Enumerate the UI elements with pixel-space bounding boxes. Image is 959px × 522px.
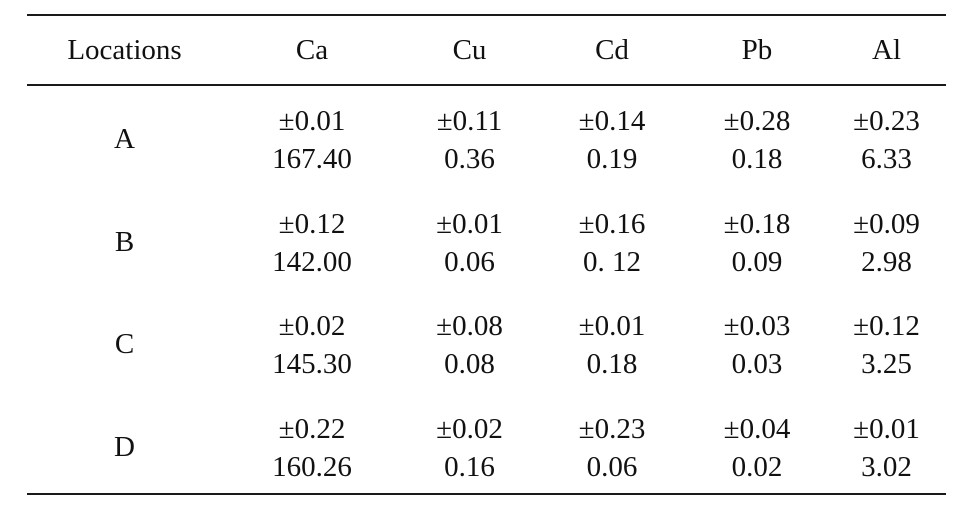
header-cd: Cd [595, 33, 629, 66]
value-cell: ±0.01 0.06 [402, 205, 537, 281]
value-cell: ±0.23 0.06 [537, 410, 687, 486]
value-cell: ±0.14 0.19 [537, 102, 687, 178]
mean-value: 0.16 [444, 450, 495, 483]
mean-value: 2.98 [861, 245, 912, 278]
sd-value: ±0.28 [723, 105, 791, 137]
header-cu: Cu [452, 33, 487, 66]
value-cell: ±0.11 0.36 [402, 102, 537, 178]
sd-value: ±0.08 [436, 310, 503, 342]
mean-value: 0. 12 [583, 245, 641, 278]
value-cell: ±0.01 0.18 [537, 307, 687, 383]
value-cell: ±0.08 0.08 [402, 307, 537, 383]
table-row: C ±0.02 145.30 ±0.08 0.08 ±0.01 0.18 ±0.03 0… [27, 307, 946, 410]
sd-value: ±0.02 [436, 412, 503, 445]
sd-value: ±0.12 [278, 207, 346, 240]
top-rule [27, 14, 946, 16]
value-cell: ±0.12 142.00 [222, 205, 402, 281]
mean-value: 6.33 [861, 143, 912, 175]
sd-value: ±0.23 [853, 105, 920, 137]
sd-value: ±0.22 [278, 412, 346, 445]
table-row: A ±0.01 167.40 ±0.11 0.36 ±0.14 0.19 ±0.28 0… [27, 102, 946, 205]
mean-value: 160.26 [272, 450, 352, 483]
location-cell: A [114, 123, 135, 155]
sd-value: ±0.18 [723, 207, 791, 240]
sd-value: ±0.01 [853, 412, 920, 445]
mean-value: 0.02 [731, 450, 783, 483]
value-cell: ±0.01 167.40 [222, 102, 402, 178]
sd-value: ±0.12 [853, 310, 920, 342]
value-cell: ±0.03 0.03 [687, 307, 827, 383]
sd-value: ±0.09 [853, 207, 920, 240]
mean-value: 145.30 [272, 348, 352, 380]
location-cell: B [114, 225, 135, 258]
table-body: A ±0.01 167.40 ±0.11 0.36 ±0.14 0.19 ±0.28 0… [27, 86, 946, 493]
mean-value: 142.00 [272, 245, 352, 278]
table-row: D ±0.22 160.26 ±0.02 0.16 ±0.23 0.06 ±0.04 0… [27, 410, 946, 513]
value-cell: ±0.01 3.02 [827, 410, 946, 486]
mean-value: 3.02 [861, 450, 912, 483]
header-pb: Pb [741, 33, 773, 66]
sd-value: ±0.03 [723, 310, 791, 342]
mean-value: 0.09 [731, 245, 783, 278]
location-cell: D [114, 430, 135, 463]
mean-value: 0.18 [731, 143, 783, 175]
mean-value: 0.36 [444, 143, 495, 175]
value-cell: ±0.18 0.09 [687, 205, 827, 281]
sd-value: ±0.01 [436, 207, 503, 240]
location-cell: C [114, 328, 135, 360]
value-cell: ±0.02 0.16 [402, 410, 537, 486]
sd-value: ±0.14 [578, 105, 646, 137]
value-cell: ±0.02 145.30 [222, 307, 402, 383]
mean-value: 167.40 [272, 143, 352, 175]
mean-value: 3.25 [861, 348, 912, 380]
data-table: Locations Ca Cu Cd Pb Al A ±0.01 167.40 ±… [27, 14, 946, 495]
table-header: Locations Ca Cu Cd Pb Al [27, 16, 946, 84]
mean-value: 0.03 [731, 348, 783, 380]
mean-value: 0.06 [586, 450, 638, 483]
value-cell: ±0.22 160.26 [222, 410, 402, 486]
mean-value: 0.08 [444, 348, 495, 380]
sd-value: ±0.23 [578, 412, 646, 445]
value-cell: ±0.28 0.18 [687, 102, 827, 178]
mean-value: 0.18 [586, 348, 638, 380]
sd-value: ±0.01 [278, 105, 346, 137]
sd-value: ±0.01 [578, 310, 646, 342]
value-cell: ±0.23 6.33 [827, 102, 946, 178]
table-row: B ±0.12 142.00 ±0.01 0.06 ±0.16 0. 12 ±0.18… [27, 205, 946, 308]
sd-value: ±0.04 [723, 412, 791, 445]
sd-value: ±0.02 [278, 310, 346, 342]
header-al: Al [872, 33, 901, 66]
bottom-rule [27, 493, 946, 495]
value-cell: ±0.16 0. 12 [537, 205, 687, 281]
value-cell: ±0.04 0.02 [687, 410, 827, 486]
mean-value: 0.06 [444, 245, 495, 278]
header-ca: Ca [295, 33, 329, 66]
sd-value: ±0.16 [578, 207, 646, 240]
mean-value: 0.19 [586, 143, 638, 175]
value-cell: ±0.12 3.25 [827, 307, 946, 383]
header-rule [27, 84, 946, 86]
sd-value: ±0.11 [436, 105, 503, 137]
value-cell: ±0.09 2.98 [827, 205, 946, 281]
header-locations: Locations [67, 33, 182, 66]
